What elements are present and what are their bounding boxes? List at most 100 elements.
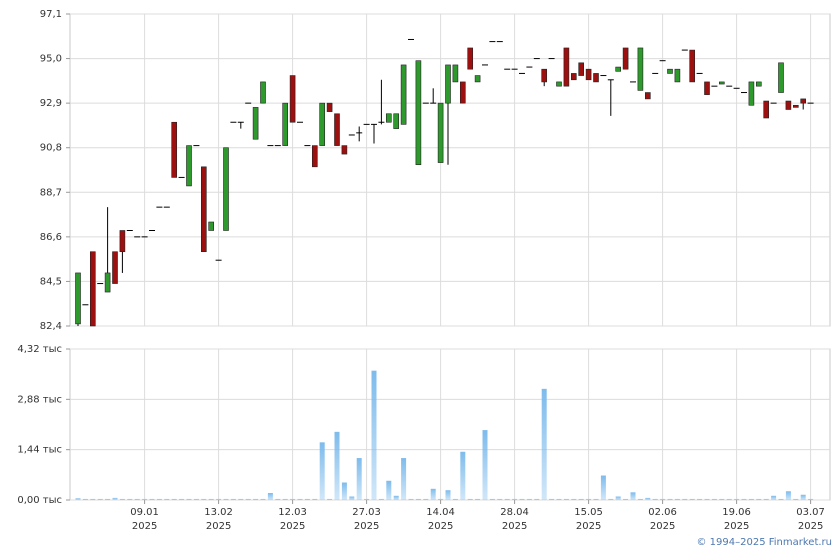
candle-body [415,60,422,165]
volume-bar [793,498,799,500]
volume-bar [741,498,747,500]
volume-bar [445,490,451,500]
candle-body [208,221,214,231]
volume-bar [134,498,140,500]
volume-bar [623,498,629,500]
candle-body [112,251,118,284]
volume-bar [171,498,177,500]
volume-bar [586,498,592,500]
volume-bar [201,498,207,500]
candle-body [90,251,96,327]
volume-bar [645,497,651,500]
x-tick-label: 27.03 [352,507,381,518]
candle-body [459,81,466,104]
volume-bar [164,498,170,500]
volume-bar [689,498,695,500]
volume-bar [697,498,703,500]
candle-body [585,68,592,81]
volume-bar [267,493,273,500]
volume-bar [238,498,244,500]
volume-bar [82,498,88,500]
volume-bar [423,498,429,500]
volume-bar [282,498,288,500]
candle-body [334,113,340,146]
volume-bar [430,488,436,500]
volume-bar [519,498,525,500]
x-tick-year: 2025 [132,521,157,532]
volume-bar [541,388,547,500]
volume-bar [512,498,518,500]
plot-frame [69,348,831,501]
volume-bar [482,430,488,500]
candle-body [667,68,673,74]
candle-body [452,64,459,83]
volume-bar [149,498,155,500]
volume-bar [489,498,495,500]
candle-body [785,100,792,110]
volume-bar [438,498,444,500]
volume-bar [748,498,754,500]
volume-bar [349,496,355,500]
candle-body [75,272,81,325]
y-tick-label: 97,1 [40,9,62,20]
candle-body [556,81,562,87]
volume-bar [230,498,236,500]
y-tick-label: 92,9 [40,98,62,109]
volume-bar [97,498,103,500]
volume-bar [327,498,333,500]
volume-bar [245,498,251,500]
volume-bar [526,498,532,500]
candle-body [385,113,392,123]
y-tick-label: 84,5 [40,276,62,287]
y-tick-label: 90,8 [40,143,62,154]
x-tick-label: 15.05 [574,507,603,518]
x-tick-year: 2025 [206,521,231,532]
candle-body [467,47,474,70]
x-tick-year: 2025 [724,521,749,532]
volume-bar [415,498,421,500]
candle-body [223,147,229,231]
candle-body [615,66,622,72]
volume-bar [260,498,266,500]
volume-bar [312,498,318,500]
y-tick-label: 86,6 [40,232,62,243]
candle-body [260,81,266,104]
candle-body [748,81,755,106]
volume-bar [778,498,784,500]
volume-bar [179,498,185,500]
volume-bar [119,498,125,500]
candle-body [186,145,192,187]
volume-bar [504,498,510,500]
candle-body [763,100,770,119]
y-tick-label: 82,4 [40,321,62,332]
x-tick-label: 09.01 [130,507,159,518]
volume-bar [571,498,577,500]
candle-body [541,68,548,83]
volume-bar [467,498,473,500]
candle-body [570,73,577,81]
volume-bar [142,498,148,500]
candle-body [289,75,296,123]
volume-bar [660,498,666,500]
volume-bar [364,498,370,500]
x-tick-label: 28.04 [500,507,529,518]
candle-body [637,47,644,91]
volume-bar [637,498,643,500]
volume-bar [563,498,569,500]
candle-body [282,102,289,146]
candle-body [563,47,570,87]
volume-bar [556,498,562,500]
volume-bar [578,498,584,500]
candle-body [800,98,807,104]
x-tick-label: 03.07 [796,507,825,518]
volume-bar [475,498,481,500]
volume-bar [682,498,688,500]
candle-body [311,145,318,168]
x-tick-year: 2025 [280,521,305,532]
volume-bar [401,458,407,500]
volume-bar [290,498,296,500]
volume-bar [630,492,636,500]
volume-bar [800,494,806,500]
volume-bar [549,498,555,500]
